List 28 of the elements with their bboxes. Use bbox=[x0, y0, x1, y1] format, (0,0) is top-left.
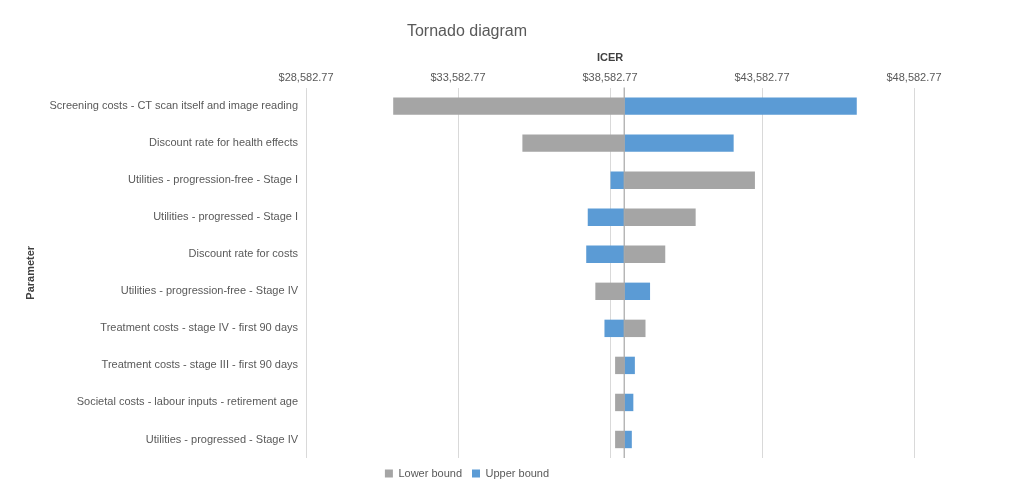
y-tick-label: Screening costs - CT scan itself and image reading bbox=[49, 99, 299, 112]
y-tick-label: Treatment costs - stage III - first 90 days bbox=[101, 358, 299, 371]
y-tick-label: Discount rate for health effects bbox=[149, 136, 299, 149]
y-tick-label: Discount rate for costs bbox=[188, 247, 299, 260]
bar bbox=[604, 319, 625, 338]
bar bbox=[624, 134, 734, 152]
x-tick-label: $28,582.77 bbox=[278, 71, 334, 84]
x-tick-label: $33,582.77 bbox=[430, 71, 486, 84]
y-tick-label: Treatment costs - stage IV - first 90 days bbox=[100, 321, 299, 334]
bar bbox=[587, 208, 625, 226]
bar bbox=[624, 97, 857, 115]
bar bbox=[624, 282, 651, 301]
y-tick-label: Utilities - progression-free - Stage IV bbox=[120, 284, 299, 297]
x-tick-label: $43,582.77 bbox=[734, 71, 790, 84]
legend-label: Lower bound bbox=[398, 466, 462, 479]
chart-title: Tornado diagram bbox=[406, 22, 528, 40]
bar bbox=[610, 171, 625, 189]
y-tick-label: Utilities - progressed - Stage I bbox=[153, 210, 299, 223]
bar bbox=[624, 356, 635, 375]
legend-label: Upper bound bbox=[485, 466, 550, 479]
x-axis-title: ICER bbox=[596, 50, 624, 63]
bar bbox=[586, 245, 625, 263]
y-tick-label: Societal costs - labour inputs - retirement age bbox=[76, 395, 299, 408]
x-tick-label: $38,582.77 bbox=[582, 71, 638, 84]
y-tick-label: Utilities - progression-free - Stage I bbox=[128, 173, 299, 186]
x-tick-label: $48,582.77 bbox=[886, 71, 942, 84]
y-axis-title: Parameter bbox=[23, 245, 36, 300]
y-tick-label: Utilities - progressed - Stage IV bbox=[145, 432, 299, 445]
